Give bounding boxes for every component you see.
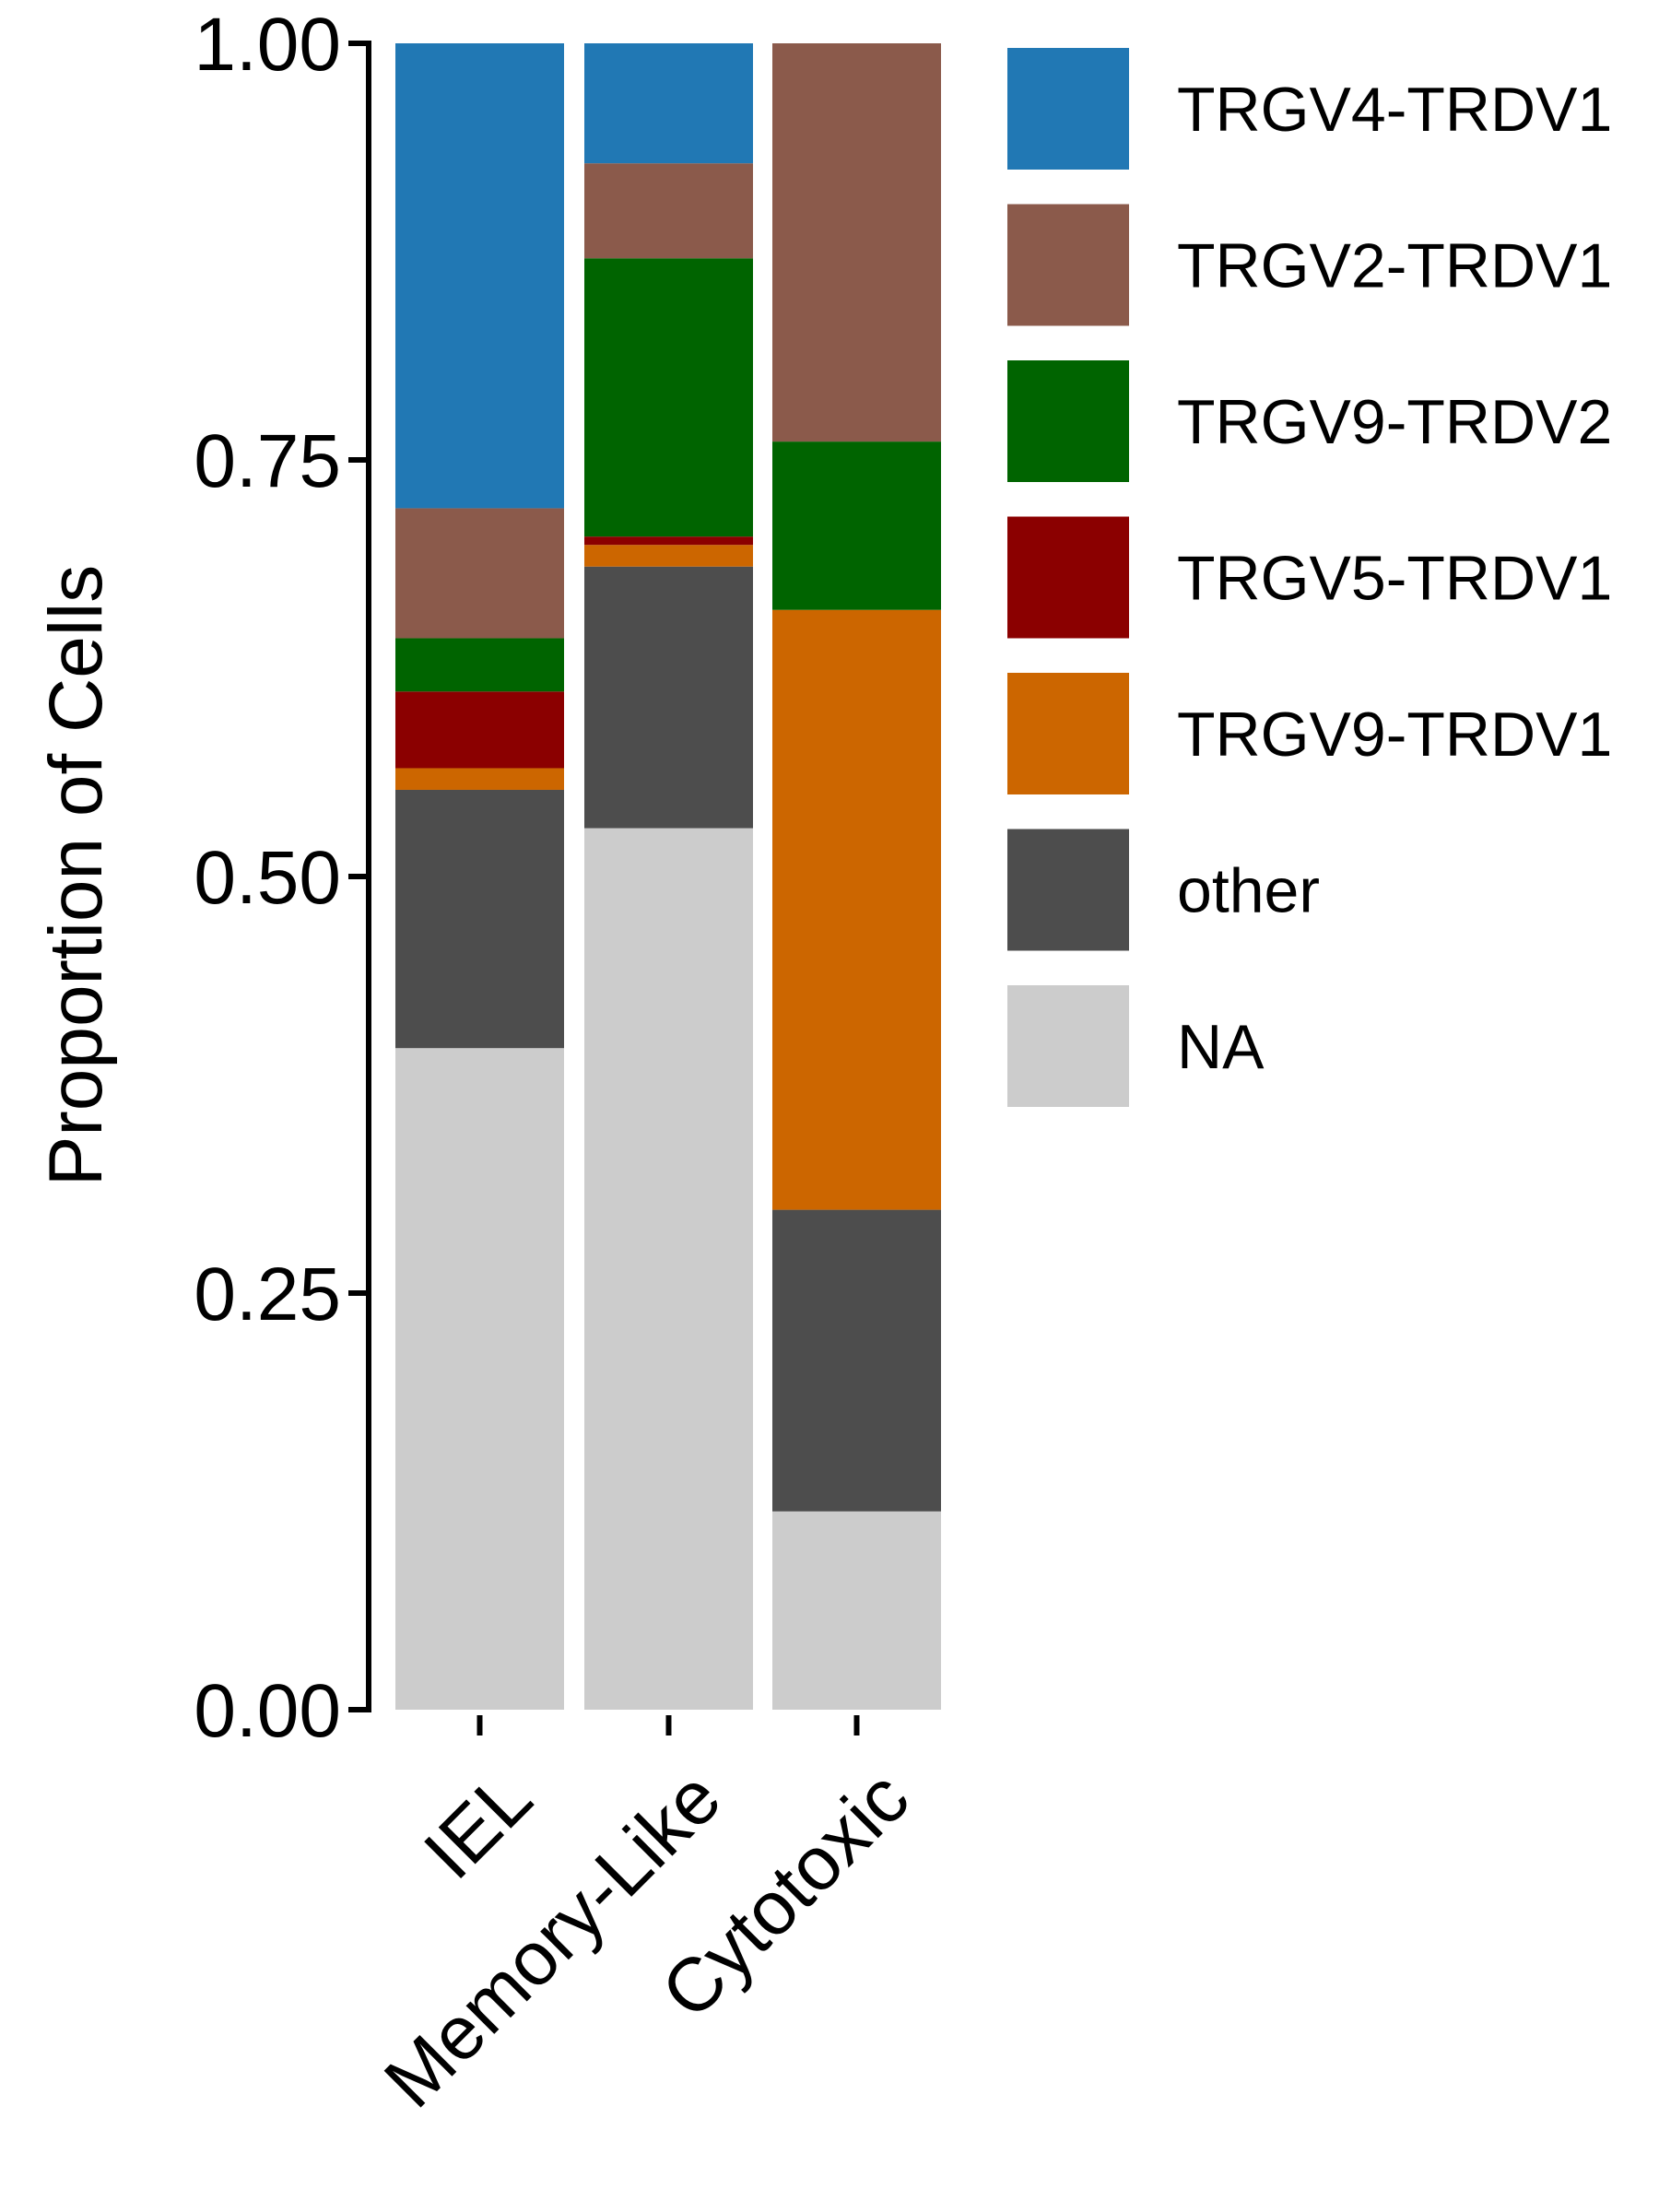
legend-key-trgv5-trdv1 — [1007, 516, 1129, 639]
legend: TRGV4-TRDV1 TRGV2-TRDV1 TRGV9-TRDV2 TRGV5-T… — [1007, 48, 1612, 1107]
y-tick-label: 0.50 — [194, 836, 341, 920]
bar-cytotoxic-other — [772, 1209, 941, 1512]
bar-memory-like-trgv5-trdv1 — [584, 536, 753, 546]
legend-label-trgv9-trdv1: TRGV9-TRDV1 — [1177, 700, 1612, 770]
legend-label-na: NA — [1177, 1012, 1265, 1082]
y-axis-title: Proportion of Cells — [34, 565, 118, 1187]
legend-label-trgv4-trdv1: TRGV4-TRDV1 — [1177, 75, 1612, 145]
x-tick-label: IEL — [408, 1756, 547, 1895]
bar-iel-trgv5-trdv1 — [395, 691, 564, 769]
bar-iel-na — [395, 1048, 564, 1710]
legend-key-trgv9-trdv1 — [1007, 673, 1129, 794]
legend-label-trgv2-trdv1: TRGV2-TRDV1 — [1177, 231, 1612, 301]
bar-memory-like-trgv2-trdv1 — [584, 163, 753, 259]
legend-key-trgv9-trdv2 — [1007, 360, 1129, 482]
bar-iel-trgv4-trdv1 — [395, 43, 564, 509]
bar-iel-trgv2-trdv1 — [395, 508, 564, 639]
bar-cytotoxic-na — [772, 1511, 941, 1710]
bar-cytotoxic-trgv9-trdv2 — [772, 441, 941, 610]
bar-iel-trgv9-trdv2 — [395, 638, 564, 692]
legend-label-trgv5-trdv1: TRGV5-TRDV1 — [1177, 544, 1612, 614]
bar-memory-like-trgv4-trdv1 — [584, 43, 753, 164]
bar-memory-like-other — [584, 566, 753, 829]
y-ticks: 0.00 0.25 0.50 0.75 1.00 — [194, 3, 369, 1753]
y-tick-label: 0.00 — [194, 1669, 341, 1753]
y-tick-label: 0.25 — [194, 1253, 341, 1336]
bar-cytotoxic-trgv2-trdv1 — [772, 43, 941, 442]
legend-key-na — [1007, 985, 1129, 1107]
bar-iel-trgv9-trdv1 — [395, 768, 564, 790]
bars-layer — [395, 43, 941, 1710]
legend-key-trgv2-trdv1 — [1007, 204, 1129, 326]
bar-memory-like-trgv9-trdv2 — [584, 258, 753, 537]
legend-label-trgv9-trdv2: TRGV9-TRDV2 — [1177, 387, 1612, 457]
legend-key-other — [1007, 829, 1129, 951]
bar-iel-other — [395, 789, 564, 1049]
bar-memory-like-trgv9-trdv1 — [584, 545, 753, 567]
y-tick-label: 0.75 — [194, 419, 341, 503]
legend-key-trgv4-trdv1 — [1007, 48, 1129, 170]
legend-label-other: other — [1177, 856, 1320, 926]
bar-cytotoxic-trgv9-trdv1 — [772, 609, 941, 1210]
y-tick-label: 1.00 — [194, 3, 341, 87]
bar-memory-like-na — [584, 828, 753, 1710]
